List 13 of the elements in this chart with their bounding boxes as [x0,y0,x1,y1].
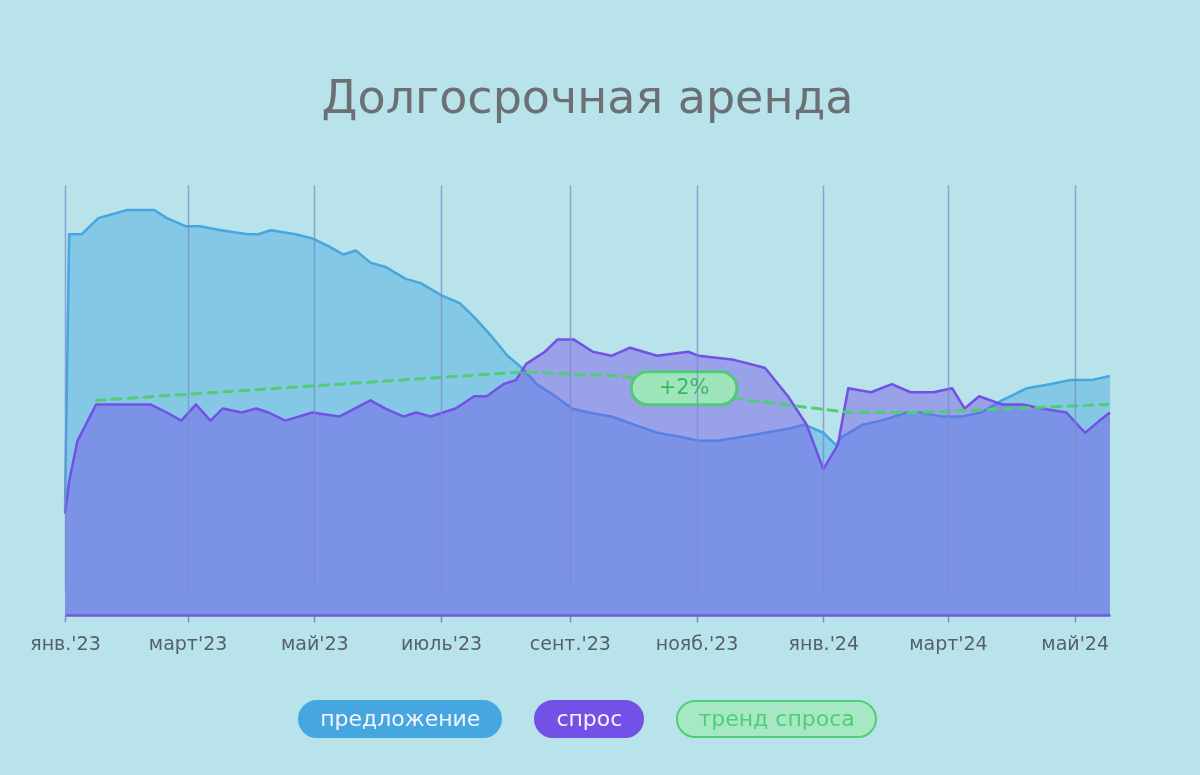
x-tick-label: март'23 [148,631,228,654]
text: предложение [298,700,503,738]
x-tick-label: май'24 [1041,631,1110,654]
x-tick-label: нояб.'23 [655,631,739,654]
x-tick-label: май'23 [280,631,349,654]
x-tick-label: июль'23 [400,631,483,654]
text: тренд спроса [676,700,877,738]
x-tick-label: сент.'23 [529,631,611,654]
x-tick-label: март'24 [909,631,988,654]
x-tick-label: янв.'24 [788,631,860,654]
x-tick-label: янв.'23 [30,631,101,654]
chart-title: Долгосрочная аренда [321,70,854,124]
text: спрос [534,700,645,738]
